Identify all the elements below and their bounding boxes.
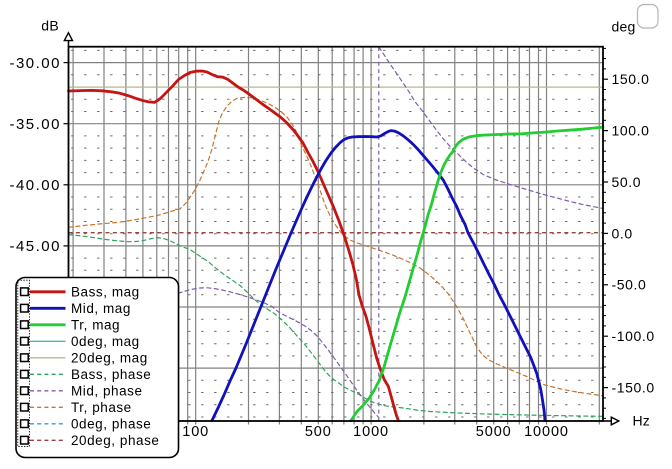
svg-text:Mid, phase: Mid, phase xyxy=(71,384,143,399)
svg-text:deg: deg xyxy=(612,19,636,35)
svg-text:10000: 10000 xyxy=(524,424,569,440)
svg-text:5000: 5000 xyxy=(476,424,512,440)
svg-text:Tr, phase: Tr, phase xyxy=(71,400,132,415)
svg-text:20deg, phase: 20deg, phase xyxy=(71,433,159,448)
svg-text:-45.00: -45.00 xyxy=(9,238,61,255)
svg-text:0deg, mag: 0deg, mag xyxy=(71,334,140,349)
svg-text:50.0: 50.0 xyxy=(612,174,642,190)
svg-text:Mid, mag: Mid, mag xyxy=(71,301,131,316)
svg-text:-150.0: -150.0 xyxy=(612,380,655,396)
svg-text:100.0: 100.0 xyxy=(612,123,650,139)
svg-text:-50.0: -50.0 xyxy=(612,277,647,293)
svg-text:150.0: 150.0 xyxy=(612,71,650,87)
svg-text:Bass, mag: Bass, mag xyxy=(71,285,140,300)
svg-text:500: 500 xyxy=(305,424,332,440)
svg-text:-40.00: -40.00 xyxy=(9,177,61,194)
svg-text:dB: dB xyxy=(41,18,59,34)
svg-text:Bass, phase: Bass, phase xyxy=(71,367,151,382)
svg-text:-30.00: -30.00 xyxy=(9,55,61,72)
svg-text:20deg, mag: 20deg, mag xyxy=(71,351,148,366)
svg-text:-35.00: -35.00 xyxy=(9,116,61,133)
svg-text:-100.0: -100.0 xyxy=(612,328,655,344)
svg-text:0.0: 0.0 xyxy=(612,225,633,241)
svg-text:Hz: Hz xyxy=(633,413,651,429)
svg-text:1000: 1000 xyxy=(353,424,389,440)
svg-text:100: 100 xyxy=(182,424,209,440)
svg-text:Tr, mag: Tr, mag xyxy=(71,318,120,333)
svg-text:0deg, phase: 0deg, phase xyxy=(71,417,151,432)
